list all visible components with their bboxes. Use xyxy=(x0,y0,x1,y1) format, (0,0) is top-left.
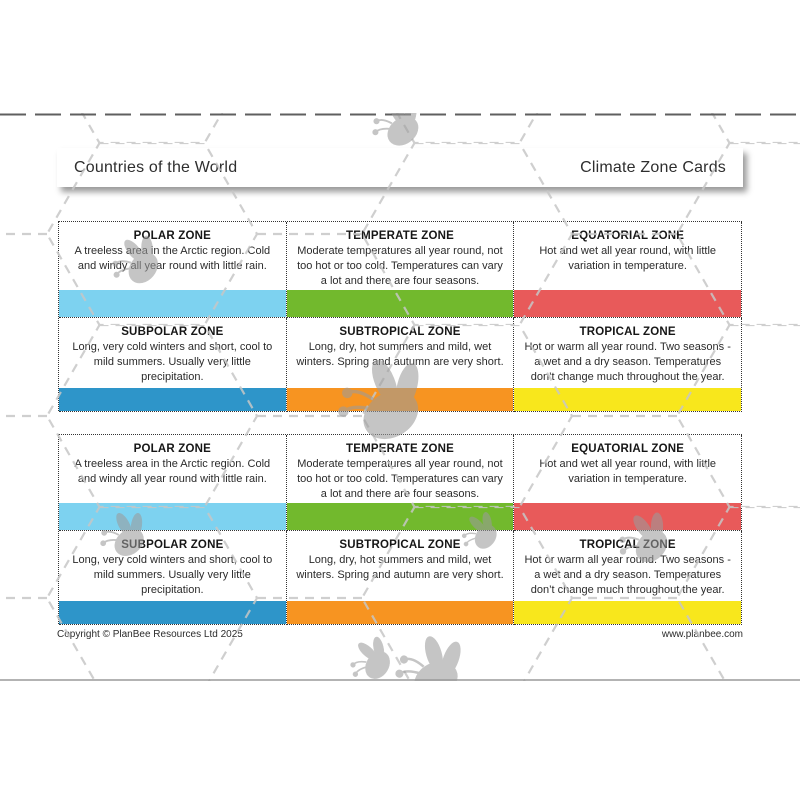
card-description: A treeless area in the Arctic region. Co… xyxy=(74,458,271,485)
card-title: POLAR ZONE xyxy=(133,230,212,242)
card-equatorial-zone: EQUATORIAL ZONE Hot and wet all year roun… xyxy=(514,222,742,318)
title-bar: Countries of the World Climate Zone Card… xyxy=(57,148,743,187)
card-color-band xyxy=(59,290,286,317)
card-color-band xyxy=(514,503,741,530)
card-title: SUBPOLAR ZONE xyxy=(121,326,224,338)
card-description: Moderate temperatures all year round, no… xyxy=(297,245,503,287)
card-subpolar-zone: SUBPOLAR ZONE Long, very cold winters and… xyxy=(59,531,287,625)
card-title: EQUATORIAL ZONE xyxy=(571,230,685,242)
card-set-1: POLAR ZONE A treeless area in the Arctic … xyxy=(58,221,742,412)
card-color-band xyxy=(514,388,741,411)
card-title: TEMPERATE ZONE xyxy=(345,443,454,455)
card-color-band xyxy=(514,290,741,317)
card-title: EQUATORIAL ZONE xyxy=(571,443,685,455)
card-tropical-zone: TROPICAL ZONE Hot or warm all year round.… xyxy=(514,531,742,625)
card-color-band xyxy=(286,388,514,411)
card-polar-zone: POLAR ZONE A treeless area in the Arctic … xyxy=(59,222,287,318)
card-set-2: POLAR ZONE A treeless area in the Arctic … xyxy=(58,434,742,625)
card-description: Hot and wet all year round, with little … xyxy=(539,458,717,485)
card-title: SUBPOLAR ZONE xyxy=(121,539,224,551)
card-temperate-zone: TEMPERATE ZONE Moderate temperatures all … xyxy=(286,435,515,531)
card-description: A treeless area in the Arctic region. Co… xyxy=(74,245,271,272)
card-description: Moderate temperatures all year round, no… xyxy=(297,458,503,500)
card-temperate-zone: TEMPERATE ZONE Moderate temperatures all … xyxy=(286,222,515,318)
card-color-band xyxy=(59,601,286,624)
card-title: SUBTROPICAL ZONE xyxy=(339,539,461,551)
card-tropical-zone: TROPICAL ZONE Hot or warm all year round.… xyxy=(514,318,742,412)
card-title: SUBTROPICAL ZONE xyxy=(339,326,461,338)
card-title: TEMPERATE ZONE xyxy=(345,230,454,242)
page-title: Climate Zone Cards xyxy=(580,158,726,176)
website-url: www.planbee.com xyxy=(661,629,743,640)
card-description: Long, very cold winters and short, cool … xyxy=(72,341,273,383)
card-equatorial-zone: EQUATORIAL ZONE Hot and wet all year roun… xyxy=(514,435,742,531)
card-description: Hot or warm all year round. Two seasons … xyxy=(524,341,731,383)
card-subtropical-zone: SUBTROPICAL ZONE Long, dry, hot summers a… xyxy=(286,318,515,412)
card-polar-zone: POLAR ZONE A treeless area in the Arctic … xyxy=(59,435,287,531)
card-color-band xyxy=(286,601,514,624)
card-color-band xyxy=(286,290,514,317)
card-description: Hot or warm all year round. Two seasons … xyxy=(524,554,731,596)
card-description: Long, very cold winters and short, cool … xyxy=(72,554,273,596)
series-title: Countries of the World xyxy=(74,158,238,176)
card-description: Long, dry, hot summers and mild, wet win… xyxy=(296,341,504,368)
card-description: Hot and wet all year round, with little … xyxy=(539,245,717,272)
card-title: TROPICAL ZONE xyxy=(579,326,676,338)
card-description: Long, dry, hot summers and mild, wet win… xyxy=(296,554,504,581)
card-title: TROPICAL ZONE xyxy=(579,539,676,551)
card-color-band xyxy=(286,503,514,530)
card-subtropical-zone: SUBTROPICAL ZONE Long, dry, hot summers a… xyxy=(286,531,515,625)
card-title: POLAR ZONE xyxy=(133,443,212,455)
card-color-band xyxy=(514,601,741,624)
copyright-text: Copyright © PlanBee Resources Ltd 2025 xyxy=(57,629,243,640)
card-color-band xyxy=(59,503,286,530)
card-color-band xyxy=(59,388,286,411)
card-subpolar-zone: SUBPOLAR ZONE Long, very cold winters and… xyxy=(59,318,287,412)
